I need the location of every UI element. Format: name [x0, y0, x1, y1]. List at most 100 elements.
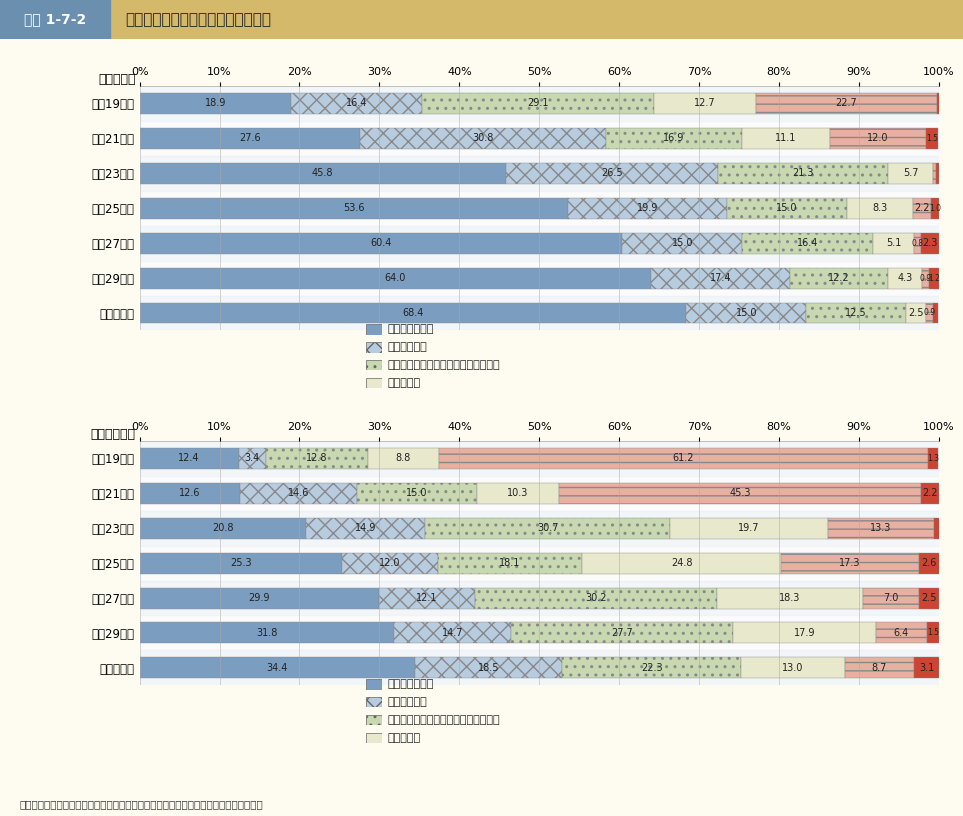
Bar [477, 482, 560, 503]
Bar [781, 552, 919, 574]
Text: 14.7: 14.7 [442, 628, 463, 638]
Text: 19.7: 19.7 [739, 523, 760, 533]
Bar [415, 658, 562, 678]
Bar [140, 588, 378, 609]
Bar [239, 448, 266, 468]
Bar [562, 658, 741, 678]
Bar [791, 268, 888, 289]
Text: 1.3: 1.3 [927, 454, 939, 463]
Text: 22.7: 22.7 [836, 98, 857, 109]
Bar [140, 93, 291, 113]
Text: 1.5: 1.5 [927, 628, 939, 637]
Bar [291, 93, 422, 113]
Bar [919, 552, 940, 574]
Bar [560, 482, 922, 503]
Bar [926, 127, 938, 149]
Text: 17.3: 17.3 [839, 558, 861, 568]
Text: 8.7: 8.7 [872, 663, 887, 673]
Bar [716, 588, 863, 609]
Bar [742, 127, 830, 149]
Text: 30.2: 30.2 [586, 593, 607, 603]
Bar [140, 580, 939, 615]
Bar [929, 268, 939, 289]
Text: 15.0: 15.0 [671, 238, 693, 248]
Text: 11.1: 11.1 [775, 133, 796, 143]
Bar [368, 448, 438, 468]
Bar [140, 650, 939, 685]
Text: 29.1: 29.1 [528, 98, 549, 109]
Text: 2.5: 2.5 [922, 593, 937, 603]
Bar [357, 482, 477, 503]
Bar [914, 658, 939, 678]
Bar [756, 93, 937, 113]
Bar [927, 448, 938, 468]
Text: 1.5: 1.5 [926, 134, 938, 143]
Text: 29.9: 29.9 [248, 593, 270, 603]
Text: 出典：「令和元年度企業の事業継続及び防災の取組に関する実態調査」より内閣府作成: 出典：「令和元年度企業の事業継続及び防災の取組に関する実態調査」より内閣府作成 [19, 800, 263, 809]
Text: 大企業と中堅企業のＢＣＰ策定状況: 大企業と中堅企業のＢＣＰ策定状況 [125, 12, 271, 27]
Bar [717, 162, 888, 184]
Bar [140, 225, 939, 260]
Bar [742, 233, 873, 254]
Text: 5.7: 5.7 [902, 168, 919, 178]
Text: 45.8: 45.8 [312, 168, 333, 178]
Bar [140, 482, 241, 503]
Bar [360, 127, 607, 149]
Bar [863, 588, 919, 609]
Bar [845, 658, 914, 678]
Bar [655, 93, 756, 113]
Bar [687, 303, 806, 323]
Bar [931, 197, 939, 219]
Bar [140, 623, 394, 644]
Text: 策定中である: 策定中である [387, 342, 427, 353]
Text: 1.0: 1.0 [929, 203, 941, 213]
Bar [806, 303, 906, 323]
Bar [937, 93, 940, 113]
Bar [733, 623, 875, 644]
Bar [140, 121, 939, 156]
Text: 15.0: 15.0 [406, 488, 428, 498]
Bar [140, 162, 506, 184]
Text: 2.2: 2.2 [915, 203, 930, 213]
Bar [140, 546, 939, 580]
Text: 0.8: 0.8 [911, 238, 924, 247]
Bar [140, 303, 687, 323]
Bar [506, 162, 717, 184]
Bar [583, 552, 781, 574]
Bar [923, 268, 929, 289]
Bar [140, 191, 939, 225]
Text: 8.3: 8.3 [872, 203, 888, 213]
Bar [140, 658, 415, 678]
Text: 4.3: 4.3 [898, 273, 913, 283]
Text: 14.6: 14.6 [288, 488, 309, 498]
Bar [140, 476, 939, 511]
Bar [438, 552, 583, 574]
Text: 17.4: 17.4 [710, 273, 732, 283]
Text: 図表 1-7-2: 図表 1-7-2 [24, 12, 86, 27]
Bar [888, 268, 923, 289]
Bar [830, 127, 926, 149]
Bar [888, 162, 933, 184]
Text: 12.1: 12.1 [416, 593, 438, 603]
Bar [422, 93, 655, 113]
Text: 16.4: 16.4 [797, 238, 819, 248]
Bar [378, 588, 476, 609]
Bar [0, 0, 110, 39]
Bar [266, 448, 368, 468]
Text: 21.3: 21.3 [792, 168, 814, 178]
Bar [921, 233, 939, 254]
Bar [140, 156, 939, 191]
Text: 30.7: 30.7 [537, 523, 559, 533]
Text: 策定済みである: 策定済みである [387, 324, 433, 335]
Text: 15.0: 15.0 [736, 308, 757, 318]
Bar [306, 517, 425, 539]
Bar [741, 658, 845, 678]
Text: 2.6: 2.6 [922, 558, 937, 568]
Bar [847, 197, 913, 219]
Text: 0.9: 0.9 [920, 273, 932, 282]
Bar [933, 303, 938, 323]
Bar [140, 448, 239, 468]
Bar [933, 162, 936, 184]
Text: 31.8: 31.8 [256, 628, 277, 638]
Bar [140, 260, 939, 295]
